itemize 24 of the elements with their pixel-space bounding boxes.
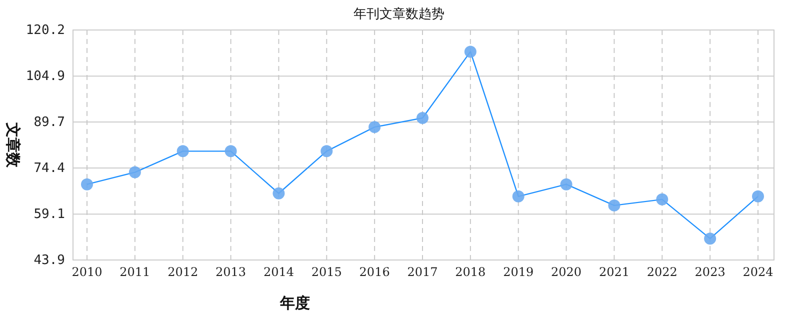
x-tick-label: 2018	[455, 265, 486, 279]
x-tick-label: 2019	[503, 265, 534, 279]
x-tick-label: 2010	[72, 265, 102, 279]
x-tick-label: 2022	[646, 265, 678, 279]
y-tick-label: 74.4	[34, 161, 66, 176]
y-tick-label: 104.9	[26, 69, 65, 84]
x-tick-label: 2014	[263, 265, 294, 279]
x-axis-title: 年度	[279, 294, 310, 312]
x-tick-label: 2020	[551, 265, 582, 279]
y-tick-label: 59.1	[34, 207, 65, 222]
y-tick-label: 43.9	[34, 253, 65, 268]
x-tick-label: 2015	[311, 265, 342, 279]
x-tick-label: 2013	[216, 265, 246, 279]
x-tick-label: 2017	[407, 265, 438, 279]
y-tick-label: 89.7	[34, 114, 65, 130]
chart-title: 年刊文章数趋势	[354, 7, 444, 22]
x-tick-label: 2011	[120, 265, 150, 279]
x-tick-label: 2012	[168, 265, 198, 279]
x-tick-label: 2023	[694, 265, 726, 279]
x-tick-label: 2016	[359, 265, 390, 279]
x-tick-label: 2024	[742, 265, 774, 279]
x-tick-label: 2021	[598, 265, 630, 279]
y-tick-label: 120.2	[26, 23, 65, 38]
y-axis-title: 文章数	[4, 122, 22, 168]
